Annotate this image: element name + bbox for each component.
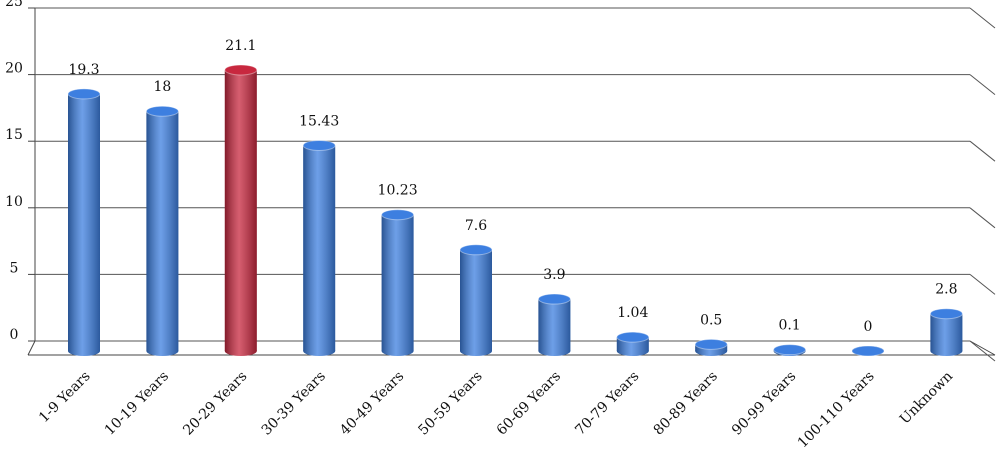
x-tick-label: 60-69 Years [494, 368, 564, 438]
x-tick-label: Unknown [897, 368, 956, 427]
y-tick-label: 20 [5, 61, 23, 77]
x-tick-label: 80-89 Years [651, 368, 721, 438]
bar-top [537, 293, 571, 305]
grid-line [969, 207, 996, 229]
floor-edge [27, 340, 36, 356]
x-tick-label: 70-79 Years [572, 368, 642, 438]
x-tick-label: 90-99 Years [729, 368, 799, 438]
x-tick-label: 40-49 Years [337, 368, 407, 438]
value-label: 0.5 [700, 312, 722, 328]
value-label: 19.3 [68, 62, 99, 78]
value-label: 15.43 [299, 113, 339, 129]
value-label: 1.04 [617, 305, 648, 321]
x-tick-label: 10-19 Years [102, 368, 172, 438]
bar-top [67, 88, 101, 100]
value-label: 0.1 [778, 318, 800, 334]
grid-line [969, 74, 996, 95]
value-label: 2.8 [935, 282, 957, 298]
y-tick-label: 15 [5, 127, 23, 143]
value-label: 3.9 [543, 267, 565, 283]
bar-shade [381, 214, 414, 351]
y-tick-label: 25 [5, 0, 23, 10]
bar-top [459, 244, 493, 256]
bar-shade [68, 93, 100, 351]
bar-shade [460, 249, 492, 351]
bar-top [773, 344, 807, 356]
y-tick-label: 5 [10, 260, 19, 276]
bar-shade [146, 111, 179, 352]
bar-shade [538, 299, 571, 351]
x-tick-label: 100-110 Years [795, 368, 878, 451]
x-tick-label: 30-39 Years [259, 368, 329, 438]
value-label: 7.6 [465, 218, 487, 234]
value-label: 21.1 [225, 38, 256, 54]
bar-top [616, 331, 650, 343]
bar-top [381, 209, 415, 221]
bar-top [145, 105, 179, 117]
x-tick-label: 50-59 Years [415, 368, 485, 438]
y-tick-label: 0 [10, 327, 19, 343]
grid-line [969, 7, 996, 29]
grid-line [969, 274, 996, 295]
grid-line [969, 140, 996, 162]
value-label: 0 [864, 319, 873, 335]
y-tick-label: 10 [5, 194, 23, 210]
grid-line [969, 340, 996, 362]
bar-top [302, 139, 336, 151]
bar-top [694, 338, 728, 350]
bar-top [851, 345, 885, 357]
value-label: 18 [153, 79, 171, 95]
bar-shade [224, 69, 257, 351]
floor-edge [969, 340, 996, 356]
value-label: 10.23 [378, 183, 418, 199]
bar-top [224, 64, 258, 76]
x-tick-label: 20-29 Years [180, 368, 250, 438]
bar-shade [303, 145, 336, 351]
bar-top [929, 308, 963, 320]
x-tick-label: 1-9 Years [36, 368, 94, 426]
bar-shade [930, 313, 963, 351]
